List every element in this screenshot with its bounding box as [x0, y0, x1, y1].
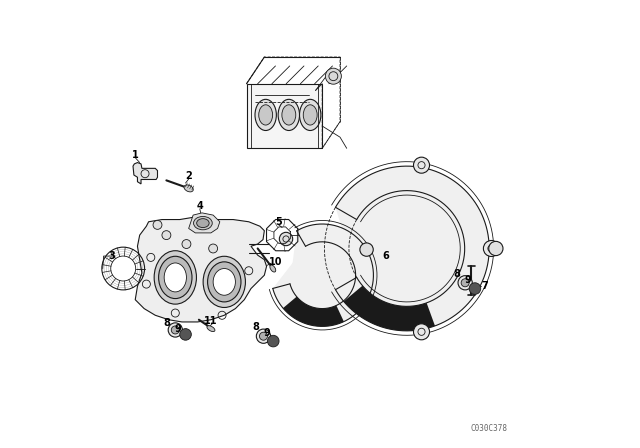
Ellipse shape [282, 105, 296, 125]
Polygon shape [246, 84, 322, 148]
Text: 8: 8 [163, 318, 170, 328]
Ellipse shape [159, 256, 192, 298]
Ellipse shape [164, 263, 186, 292]
Ellipse shape [207, 326, 215, 332]
Polygon shape [133, 163, 157, 184]
Circle shape [153, 220, 162, 229]
Circle shape [325, 68, 341, 84]
Text: 2: 2 [186, 172, 192, 181]
Polygon shape [335, 166, 489, 331]
Circle shape [172, 326, 179, 334]
Circle shape [257, 329, 271, 343]
Ellipse shape [213, 268, 236, 295]
Text: 5: 5 [275, 217, 282, 227]
Text: 9: 9 [263, 328, 270, 338]
Circle shape [209, 244, 218, 253]
Ellipse shape [300, 99, 321, 130]
Ellipse shape [193, 216, 212, 230]
Polygon shape [344, 286, 435, 331]
Circle shape [279, 233, 292, 246]
Text: 9: 9 [465, 275, 472, 284]
Ellipse shape [303, 105, 317, 125]
Text: 3: 3 [108, 251, 115, 261]
Polygon shape [283, 297, 344, 327]
Circle shape [413, 157, 429, 173]
Text: C030C378: C030C378 [470, 424, 508, 433]
Polygon shape [189, 213, 220, 233]
Circle shape [489, 241, 503, 256]
Ellipse shape [259, 105, 273, 125]
Ellipse shape [270, 265, 276, 272]
Ellipse shape [207, 262, 241, 302]
Text: 8: 8 [454, 269, 461, 279]
Text: 1: 1 [132, 150, 139, 160]
Circle shape [469, 283, 481, 294]
Text: 7: 7 [481, 281, 488, 291]
Circle shape [360, 243, 373, 256]
Circle shape [182, 240, 191, 249]
Circle shape [458, 276, 472, 290]
Circle shape [413, 324, 429, 340]
Text: 9: 9 [174, 323, 181, 334]
Ellipse shape [196, 219, 209, 228]
Text: 6: 6 [383, 251, 389, 261]
Polygon shape [273, 224, 373, 327]
Text: 8: 8 [252, 322, 259, 332]
Ellipse shape [278, 99, 300, 130]
Circle shape [180, 329, 191, 340]
Circle shape [168, 323, 182, 337]
Ellipse shape [184, 185, 193, 192]
Circle shape [268, 335, 279, 347]
Circle shape [461, 279, 469, 287]
Ellipse shape [255, 99, 276, 130]
Ellipse shape [203, 256, 245, 307]
Text: 10: 10 [269, 257, 282, 267]
Text: 11: 11 [204, 316, 218, 326]
Polygon shape [135, 217, 267, 322]
Ellipse shape [154, 251, 196, 304]
Text: 4: 4 [196, 201, 203, 211]
Circle shape [162, 231, 171, 240]
Circle shape [259, 332, 268, 340]
Circle shape [483, 241, 499, 257]
